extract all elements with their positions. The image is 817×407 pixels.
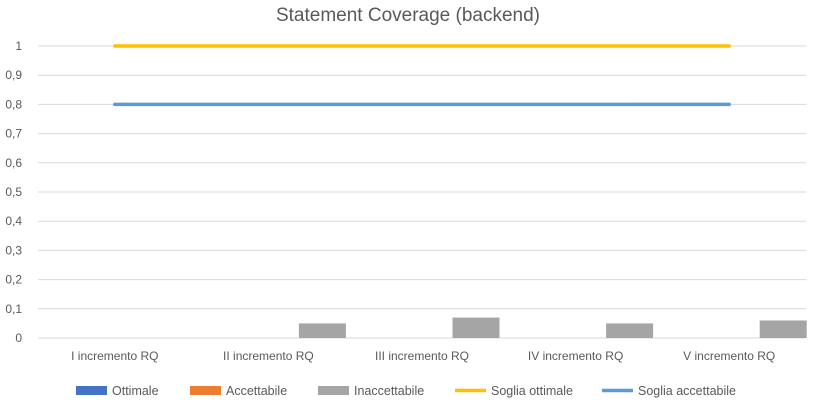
y-tick-label: 1 xyxy=(15,39,22,53)
legend-item: Soglia ottimale xyxy=(455,384,573,398)
x-tick-label: IV incremento RQ xyxy=(528,349,623,363)
gridlines xyxy=(38,45,806,339)
y-tick-label: 0,3 xyxy=(5,243,22,257)
bars xyxy=(298,317,807,338)
bar-inaccettabile xyxy=(298,323,346,338)
y-tick-label: 0,1 xyxy=(5,302,22,316)
y-tick-label: 0,7 xyxy=(5,127,22,141)
y-tick-label: 0,4 xyxy=(5,214,22,228)
legend-item: Ottimale xyxy=(76,384,159,398)
y-tick-label: 0 xyxy=(15,331,22,345)
y-axis-ticks: 0 0,1 0,2 0,3 0,4 0,5 0,6 0,7 0,8 0,9 1 xyxy=(5,39,22,345)
y-tick-label: 0,2 xyxy=(5,273,22,287)
chart-title: Statement Coverage (backend) xyxy=(276,5,540,26)
y-tick-label: 0,8 xyxy=(5,97,22,111)
legend-label: Soglia accettabile xyxy=(638,384,736,398)
legend-item: Soglia accettabile xyxy=(602,384,736,398)
legend-item: Inaccettabile xyxy=(318,384,424,398)
bar-inaccettabile xyxy=(452,317,500,338)
bar-inaccettabile xyxy=(759,320,807,338)
x-tick-label: II incremento RQ xyxy=(223,349,314,363)
legend-item: Accettabile xyxy=(190,384,287,398)
legend: Ottimale Accettabile Inaccettabile Soglia o… xyxy=(76,384,736,398)
legend-swatch xyxy=(76,386,107,395)
legend-label: Accettabile xyxy=(226,384,287,398)
x-tick-label: I incremento RQ xyxy=(71,349,158,363)
legend-label: Ottimale xyxy=(112,384,159,398)
y-tick-label: 0,9 xyxy=(5,68,22,82)
x-tick-label: III incremento RQ xyxy=(375,349,469,363)
bar-inaccettabile xyxy=(606,323,654,338)
legend-label: Inaccettabile xyxy=(354,384,424,398)
y-tick-label: 0,6 xyxy=(5,156,22,170)
x-axis-ticks: I incremento RQ II incremento RQ III incre… xyxy=(71,349,775,363)
threshold-lines xyxy=(113,44,731,107)
y-tick-label: 0,5 xyxy=(5,185,22,199)
legend-swatch xyxy=(318,386,349,395)
legend-label: Soglia ottimale xyxy=(491,384,573,398)
legend-swatch xyxy=(190,386,221,395)
x-tick-label: V incremento RQ xyxy=(683,349,775,363)
